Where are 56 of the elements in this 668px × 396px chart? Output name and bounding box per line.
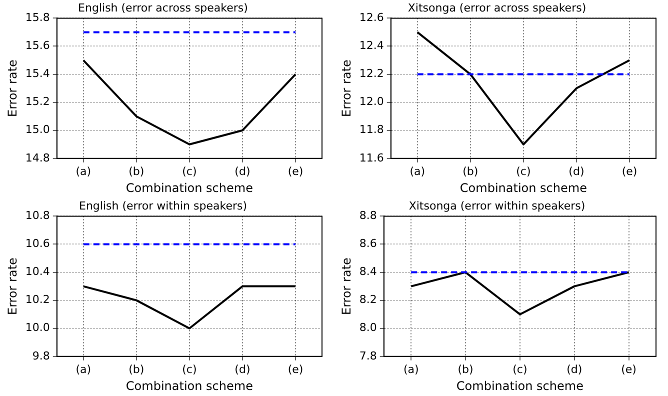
y-tick-label: 10.8 bbox=[25, 209, 50, 222]
y-tick-label: 10.6 bbox=[25, 237, 50, 250]
y-tick-label: 14.8 bbox=[25, 151, 50, 164]
x-tick-label: (a) bbox=[76, 362, 92, 376]
y-tick-label: 12.4 bbox=[359, 39, 384, 52]
y-tick-label: 8.6 bbox=[359, 237, 377, 250]
y-tick-label: 10.4 bbox=[25, 265, 50, 278]
y-tick-label: 10.0 bbox=[25, 321, 50, 334]
x-tick-label: (d) bbox=[234, 362, 250, 376]
y-tick-label: 8.0 bbox=[359, 321, 377, 334]
y-axis-title: Error rate bbox=[339, 60, 354, 118]
x-tick-label: (b) bbox=[462, 164, 478, 178]
x-tick-label: (c) bbox=[516, 164, 531, 178]
x-tick-label: (c) bbox=[182, 362, 197, 376]
chart-title: English (error across speakers) bbox=[78, 1, 248, 14]
y-tick-label: 12.0 bbox=[359, 95, 384, 108]
x-tick-label: (d) bbox=[234, 164, 250, 178]
x-tick-label: (c) bbox=[512, 362, 528, 376]
x-axis-title: Combination scheme bbox=[460, 180, 587, 195]
y-tick-label: 12.2 bbox=[359, 67, 384, 80]
x-tick-label: (a) bbox=[410, 164, 426, 178]
y-tick-label: 11.8 bbox=[359, 123, 384, 136]
y-tick-label: 10.2 bbox=[25, 293, 50, 306]
y-tick-label: 7.8 bbox=[359, 349, 377, 362]
x-tick-label: (e) bbox=[288, 164, 304, 178]
x-tick-label: (e) bbox=[288, 362, 304, 376]
x-axis-title: Combination scheme bbox=[456, 378, 584, 393]
chart-title: Xitsonga (error across speakers) bbox=[408, 1, 586, 14]
y-tick-label: 15.4 bbox=[25, 67, 50, 80]
x-tick-label: (b) bbox=[128, 164, 144, 178]
y-tick-label: 12.6 bbox=[359, 11, 384, 24]
y-tick-label: 15.6 bbox=[25, 39, 50, 52]
x-tick-label: (b) bbox=[128, 362, 144, 376]
chart-title: Xitsonga (error within speakers) bbox=[408, 199, 586, 212]
x-tick-label: (e) bbox=[621, 362, 636, 376]
x-tick-label: (e) bbox=[622, 164, 638, 178]
y-tick-label: 15.2 bbox=[25, 95, 50, 108]
x-axis-title: Combination scheme bbox=[126, 180, 253, 195]
y-tick-label: 11.6 bbox=[359, 151, 384, 164]
x-tick-label: (d) bbox=[568, 164, 584, 178]
y-tick-label: 15.8 bbox=[25, 11, 50, 24]
chart-title: English (error within speakers) bbox=[78, 199, 248, 212]
x-tick-label: (c) bbox=[182, 164, 197, 178]
y-axis-title: Error rate bbox=[5, 60, 20, 118]
y-tick-label: 15.0 bbox=[25, 123, 50, 136]
y-axis-title: Error rate bbox=[5, 258, 20, 316]
x-tick-label: (a) bbox=[403, 362, 419, 376]
y-axis-title: Error rate bbox=[339, 258, 354, 316]
x-tick-label: (b) bbox=[458, 362, 474, 376]
y-tick-label: 8.4 bbox=[359, 265, 377, 278]
y-tick-label: 8.2 bbox=[359, 293, 377, 306]
x-tick-label: (d) bbox=[566, 362, 582, 376]
y-tick-label: 8.8 bbox=[359, 209, 377, 222]
x-axis-title: Combination scheme bbox=[126, 378, 253, 393]
x-tick-label: (a) bbox=[76, 164, 92, 178]
y-tick-label: 9.8 bbox=[32, 349, 50, 362]
